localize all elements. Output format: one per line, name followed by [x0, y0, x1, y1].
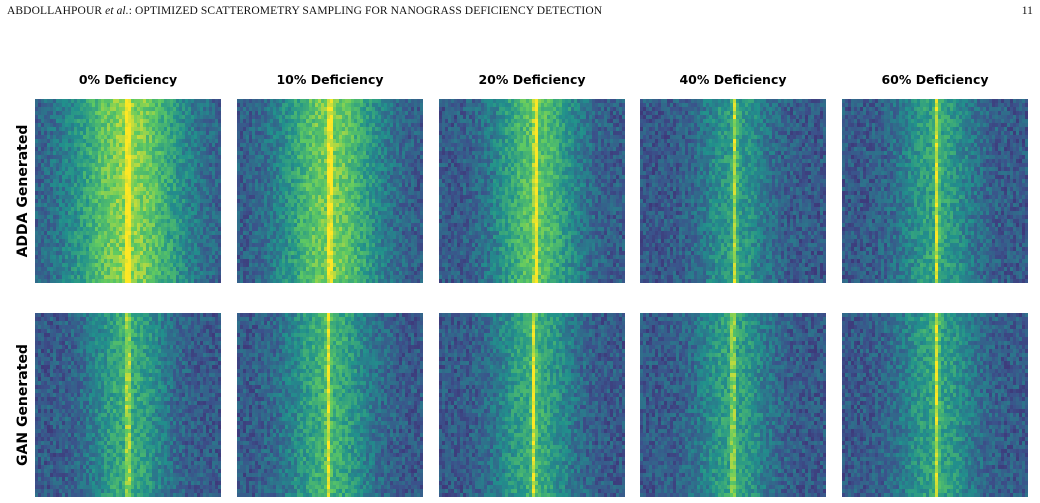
column-title-1: 10% Deficiency — [237, 72, 423, 87]
heatmap-panel-r1-c2 — [439, 313, 625, 497]
heatmap-panel-r1-c3 — [640, 313, 826, 497]
heatmap-image — [35, 99, 221, 283]
column-title-0: 0% Deficiency — [35, 72, 221, 87]
heatmap-image — [842, 99, 1028, 283]
row-label-gan: GAN Generated — [13, 312, 33, 498]
running-head-authors: ABDOLLAHPOUR — [7, 5, 105, 17]
heatmap-panel-r0-c4 — [842, 99, 1028, 283]
heatmap-panel-r1-c1 — [237, 313, 423, 497]
running-head-paper-title: : OPTIMIZED SCATTEROMETRY SAMPLING FOR N… — [129, 5, 602, 17]
heatmap-panel-r0-c2 — [439, 99, 625, 283]
heatmap-image — [237, 99, 423, 283]
heatmap-panel-r0-c3 — [640, 99, 826, 283]
heatmap-image — [640, 313, 826, 497]
heatmap-panel-r1-c0 — [35, 313, 221, 497]
column-title-3: 40% Deficiency — [640, 72, 826, 87]
heatmap-panel-r1-c4 — [842, 313, 1028, 497]
column-title-4: 60% Deficiency — [842, 72, 1028, 87]
heatmap-image — [237, 313, 423, 497]
running-head-title: ABDOLLAHPOUR et al.: OPTIMIZED SCATTEROM… — [7, 5, 602, 17]
heatmap-image — [439, 313, 625, 497]
page-number: 11 — [1022, 5, 1033, 17]
row-label-adda: ADDA Generated — [13, 98, 33, 284]
column-title-2: 20% Deficiency — [439, 72, 625, 87]
heatmap-image — [640, 99, 826, 283]
heatmap-image — [842, 313, 1028, 497]
heatmap-image — [35, 313, 221, 497]
heatmap-panel-r0-c1 — [237, 99, 423, 283]
running-head-etal: et al. — [105, 5, 129, 17]
running-head: ABDOLLAHPOUR et al.: OPTIMIZED SCATTEROM… — [7, 5, 1033, 21]
heatmap-panel-r0-c0 — [35, 99, 221, 283]
heatmap-image — [439, 99, 625, 283]
